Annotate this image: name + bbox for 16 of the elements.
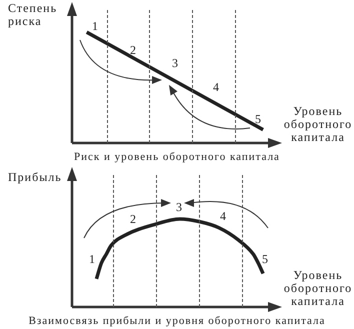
x-axis-title: Уровень оборотного капитала <box>282 268 354 308</box>
annotation: 1 <box>92 19 99 33</box>
annotation: 3 <box>172 56 179 70</box>
y-axis-title: Степень риска <box>8 1 58 28</box>
text: 3 <box>176 200 183 214</box>
annotation: 5 <box>262 252 269 266</box>
annotation: 2 <box>130 212 137 226</box>
annotation: 1 <box>89 252 96 266</box>
annotation: 4 <box>220 209 227 223</box>
x-axis-title: Уровень оборотного капитала <box>282 104 354 144</box>
text: Взаимосвязь прибыли и уровня оборотного капитала <box>28 315 326 328</box>
y-axis-title: Прибыль <box>8 170 63 184</box>
text: Риск и уровень оборотного капитала <box>73 151 281 164</box>
annotation: 2 <box>130 43 137 57</box>
annotation: 5 <box>255 112 262 126</box>
annotation: 4 <box>213 80 220 94</box>
